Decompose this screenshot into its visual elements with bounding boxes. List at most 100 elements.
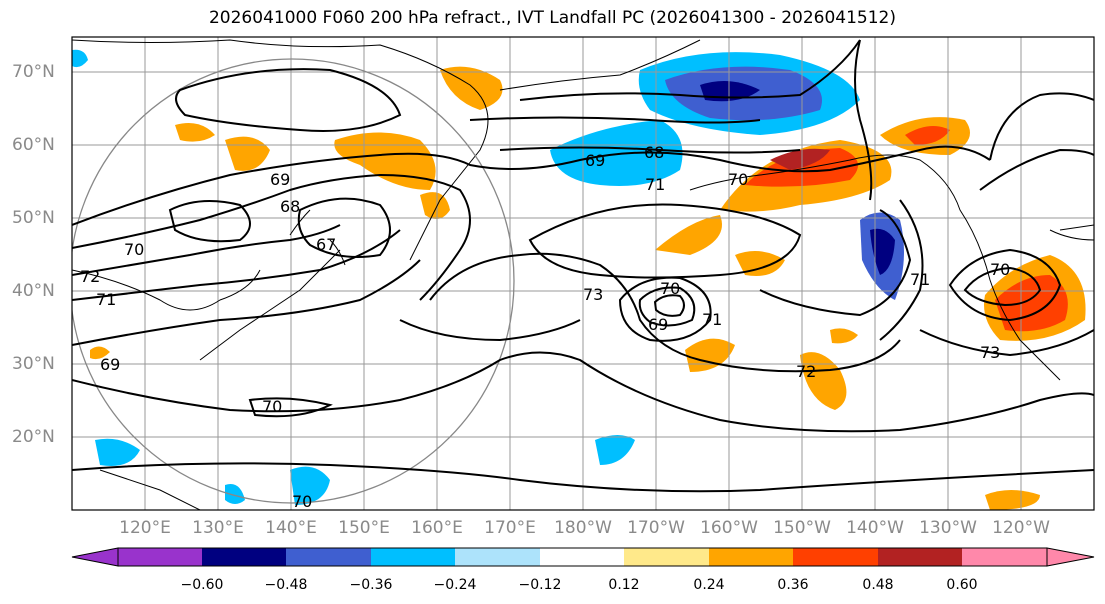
contour-line — [72, 259, 421, 346]
contour-label: 71 — [645, 175, 665, 194]
colorbar-segment — [709, 548, 793, 566]
colorbar-tick-label: −0.60 — [180, 577, 224, 593]
negative-anomaly-region — [72, 49, 88, 68]
colorbar-segment — [962, 548, 1047, 566]
contour-line — [72, 351, 1094, 433]
contour-line — [72, 145, 991, 226]
contour-label: 68 — [280, 197, 300, 216]
colorbar-tick-label: −0.24 — [433, 577, 477, 593]
colorbar-tick-label: 0.36 — [777, 577, 809, 593]
contour-line — [653, 294, 685, 317]
positive-anomaly-region — [905, 126, 950, 145]
graticule — [72, 37, 1094, 510]
contour-line — [72, 229, 401, 301]
positive-anomaly-region — [735, 251, 785, 276]
contour-line — [879, 199, 924, 341]
contour-line — [638, 286, 696, 327]
contour-line — [989, 92, 1094, 161]
contour-label: 71 — [96, 290, 116, 309]
contour-label: 70 — [124, 240, 144, 259]
contour-line — [499, 146, 801, 154]
contour-line — [979, 148, 1094, 191]
colorbar-tick-label: −0.12 — [518, 577, 562, 593]
colorbar-tick-label: 0.24 — [693, 577, 725, 593]
contour-line — [919, 329, 1094, 357]
colorbar-segment — [793, 548, 878, 566]
longitude-label: 160°W — [700, 518, 758, 538]
colorbar — [71, 547, 1095, 567]
positive-anomaly-region — [985, 490, 1040, 510]
contour-label: 69 — [100, 355, 120, 374]
region-circle — [72, 58, 515, 504]
longitude-label: 130°W — [919, 518, 977, 538]
contour-line — [72, 462, 1094, 493]
longitude-label: 120°W — [992, 518, 1050, 538]
longitude-label: 150°W — [773, 518, 831, 538]
map-frame — [71, 36, 1095, 511]
colorbar-tick-label: −0.36 — [349, 577, 393, 593]
contour-label: 69 — [270, 170, 290, 189]
contour-label: 72 — [796, 362, 816, 381]
contour-line — [175, 68, 402, 132]
colorbar-segment — [286, 548, 371, 566]
contour-line — [399, 319, 581, 342]
contour-label: 70 — [660, 279, 680, 298]
negative-anomaly-region — [870, 228, 895, 275]
longitude-label: 170°E — [484, 518, 536, 538]
contour-line — [618, 276, 712, 342]
colorbar-tick-label: 0.60 — [946, 577, 978, 593]
contour-label: 68 — [644, 143, 664, 162]
longitude-label: 150°E — [338, 518, 390, 538]
negative-anomaly-region — [595, 435, 635, 465]
contour-line — [168, 200, 251, 243]
positive-anomaly-region — [420, 192, 450, 219]
contour-label: 70 — [728, 170, 748, 189]
positive-anomaly-region — [770, 148, 830, 170]
contour-label: 70 — [262, 397, 282, 416]
contour-line — [297, 197, 391, 258]
contour-label: 70 — [990, 260, 1010, 279]
colorbar-segment — [455, 548, 540, 566]
colorbar-segment — [371, 548, 455, 566]
contour-line — [429, 252, 901, 373]
colorbar-tick-label: −0.48 — [264, 577, 308, 593]
contour-line — [248, 397, 333, 418]
latitude-label: 50°N — [12, 208, 55, 228]
negative-anomaly-region — [290, 466, 330, 505]
contour-line — [72, 224, 341, 276]
contour-line — [854, 39, 873, 201]
contour-label: 71 — [702, 310, 722, 329]
negative-anomaly-region — [95, 438, 140, 466]
latitude-label: 40°N — [12, 281, 55, 301]
contour-label: 69 — [648, 315, 668, 334]
longitude-label: 160°E — [411, 518, 463, 538]
colorbar-tick-label: 0.48 — [862, 577, 894, 593]
positive-anomaly-region — [800, 352, 847, 410]
longitude-label: 120°E — [119, 518, 171, 538]
contour-label: 67 — [316, 235, 336, 254]
longitude-label: 180°W — [554, 518, 612, 538]
negative-anomaly-region — [225, 484, 245, 504]
positive-anomaly-region — [175, 122, 215, 142]
colorbar-segment — [540, 548, 624, 566]
contour-line — [759, 209, 912, 317]
contour-label: 70 — [292, 492, 312, 511]
contour-line — [469, 116, 761, 124]
longitude-label: 140°E — [265, 518, 317, 538]
contour-line — [528, 203, 802, 279]
refractivity-contours — [72, 39, 1094, 493]
positive-anomaly-region — [655, 215, 722, 255]
contour-line — [948, 248, 1062, 322]
latitude-label: 20°N — [12, 427, 55, 447]
colorbar-segment — [202, 548, 286, 566]
colorbar-high-extension — [1046, 547, 1095, 567]
colorbar-segment — [118, 548, 202, 566]
colorbar-tick-label: 0.12 — [608, 577, 640, 593]
colorbar-low-extension — [71, 547, 119, 567]
contour-label: 71 — [910, 270, 930, 289]
contour-line — [963, 266, 1042, 307]
latitude-label: 60°N — [12, 135, 55, 155]
positive-anomaly-region — [995, 275, 1068, 332]
contour-label: 73 — [583, 285, 603, 304]
contour-line — [72, 173, 471, 301]
